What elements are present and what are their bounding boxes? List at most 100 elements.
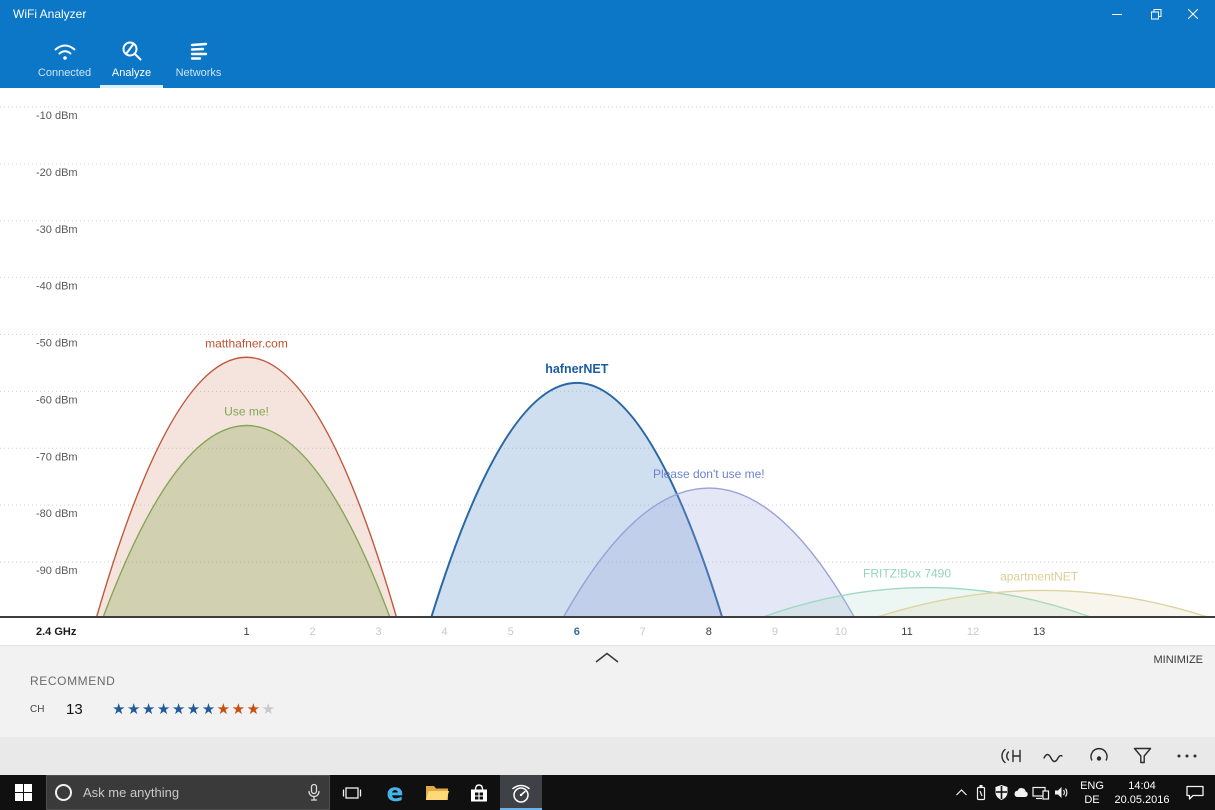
y-axis-tick: -30 dBm (36, 224, 78, 236)
chevron-up-icon (595, 652, 619, 663)
tab-label: Analyze (111, 67, 152, 79)
access-point-icon (1090, 748, 1108, 761)
y-axis-tick: -90 dBm (36, 565, 78, 577)
volume-tray-icon[interactable] (1051, 775, 1071, 810)
analyze-icon (120, 38, 144, 64)
star-icon: ★ (201, 701, 217, 718)
task-view-button[interactable] (330, 775, 374, 810)
channel-tick[interactable]: 9 (772, 626, 778, 638)
devices-tray-icon[interactable] (1031, 775, 1051, 810)
filter-button[interactable] (1121, 737, 1165, 775)
channel-tick[interactable]: 11 (901, 626, 912, 638)
channel-tick[interactable]: 7 (640, 626, 646, 638)
networks-icon (187, 38, 211, 64)
wave-icon (1043, 753, 1063, 763)
command-toolbar (0, 737, 1215, 775)
window-minimize-button[interactable] (1094, 0, 1139, 28)
window-close-button[interactable] (1170, 0, 1215, 28)
taskbar-app-edge[interactable]: e (374, 775, 416, 810)
channel-tick[interactable]: 3 (376, 626, 382, 638)
channel-tick[interactable]: 2 (310, 626, 316, 638)
y-axis-tick: -20 dBm (36, 167, 78, 179)
channel-tick[interactable]: 1 (243, 626, 249, 638)
taskbar-app-file-explorer[interactable] (416, 775, 458, 810)
system-tray: ENG DE 14:04 20.05.2016 (951, 775, 1215, 810)
shield-icon (995, 785, 1007, 800)
network-curve[interactable] (762, 586, 1091, 618)
y-axis-tick: -40 dBm (36, 281, 78, 293)
clock-time: 14:04 (1128, 779, 1156, 792)
network-ssid-label: apartmentNET (1000, 569, 1079, 583)
channel-graph: -10 dBm -20 dBm -30 dBm -40 dBm -50 dBm -60 d… (0, 88, 1215, 645)
filter-icon (1133, 747, 1152, 764)
minimize-panel-button[interactable]: MINIMIZE (1153, 654, 1204, 666)
microphone-icon[interactable] (307, 783, 321, 803)
y-axis-tick: -80 dBm (36, 508, 78, 520)
more-icon (1177, 754, 1197, 758)
title-bar: WiFi Analyzer (0, 0, 1215, 28)
recommend-panel: MINIMIZE RECOMMEND CH 13 ★★★★★★★★★★★ (0, 645, 1215, 737)
windows-taskbar: Ask me anything e (0, 775, 1215, 810)
cortana-search-box[interactable]: Ask me anything (46, 775, 330, 810)
search-placeholder: Ask me anything (83, 785, 180, 800)
star-icon: ★ (141, 701, 157, 718)
y-axis-tick: -60 dBm (36, 394, 78, 406)
clock[interactable]: 14:04 20.05.2016 (1109, 775, 1175, 810)
clock-date: 20.05.2016 (1114, 793, 1170, 806)
task-view-icon (342, 786, 362, 799)
tab-networks[interactable]: Networks (165, 28, 232, 88)
restore-icon (1151, 8, 1162, 19)
recommended-channel-value: 13 (66, 700, 83, 718)
network-curve[interactable] (562, 487, 855, 618)
y-axis-tick: -70 dBm (36, 451, 78, 463)
channel-tick[interactable]: 5 (508, 626, 514, 638)
network-ssid-label: FRITZ!Box 7490 (863, 567, 951, 581)
window-restore-button[interactable] (1134, 0, 1179, 28)
language-indicator[interactable]: ENG DE (1075, 775, 1109, 810)
wifi-analyzer-icon (512, 784, 530, 803)
taskbar-app-wifi-analyzer[interactable] (500, 775, 542, 810)
taskbar-app-store[interactable] (458, 775, 500, 810)
beacon-signal-button[interactable] (989, 737, 1033, 775)
show-hidden-icons-button[interactable] (951, 775, 971, 810)
star-rating: ★★★★★★★★★★★ (112, 700, 276, 718)
network-curve[interactable] (95, 356, 398, 618)
tab-analyze[interactable]: Analyze (98, 28, 165, 88)
channel-tick[interactable]: 12 (967, 626, 979, 638)
more-button[interactable] (1165, 737, 1209, 775)
onedrive-tray-icon[interactable] (1011, 775, 1031, 810)
channel-tick[interactable]: 6 (574, 626, 580, 638)
language-line1: ENG (1080, 779, 1104, 792)
defender-tray-icon[interactable] (991, 775, 1011, 810)
channel-tick[interactable]: 4 (442, 626, 448, 638)
window-title: WiFi Analyzer (13, 7, 87, 21)
close-icon (1187, 9, 1198, 19)
star-icon: ★ (216, 701, 232, 718)
tab-label: Networks (175, 67, 222, 79)
channel-tick[interactable]: 8 (706, 626, 712, 638)
expand-panel-button[interactable] (595, 651, 621, 669)
network-ssid-label: hafnerNET (545, 362, 609, 376)
band-label: 2.4 GHz (36, 626, 77, 638)
start-button[interactable] (0, 775, 46, 810)
action-center-button[interactable] (1175, 775, 1215, 810)
y-axis-tick: -10 dBm (36, 110, 78, 122)
app-header: WiFi Analyzer Connected Analyz (0, 0, 1215, 88)
signal-wave-button[interactable] (1033, 737, 1077, 775)
recommend-row: CH 13 ★★★★★★★★★★★ (30, 700, 276, 719)
battery-tray-icon[interactable] (971, 775, 991, 810)
star-icon: ★ (126, 701, 142, 718)
access-point-button[interactable] (1077, 737, 1121, 775)
star-icon: ★ (231, 701, 247, 718)
file-explorer-icon (426, 785, 449, 800)
tab-connected[interactable]: Connected (31, 28, 98, 88)
speaker-icon (1055, 787, 1068, 798)
network-curve[interactable] (102, 424, 391, 618)
channel-tick[interactable]: 13 (1033, 626, 1045, 638)
tab-label: Connected (37, 67, 92, 79)
channel-tick[interactable]: 10 (835, 626, 847, 638)
nav-tabs: Connected Analyze Networks (31, 28, 232, 88)
network-curve[interactable] (877, 589, 1208, 618)
battery-icon (976, 785, 986, 801)
network-curve[interactable] (430, 381, 724, 618)
